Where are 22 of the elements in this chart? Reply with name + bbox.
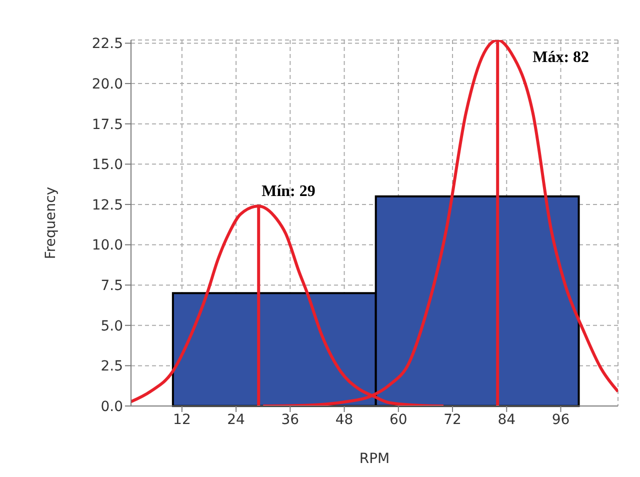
x-axis-title: RPM — [359, 451, 390, 467]
y-tick-label: 10.0 — [92, 238, 123, 254]
x-tick-label: 48 — [335, 412, 354, 428]
y-tick-label: 17.5 — [92, 116, 123, 133]
x-tick-label: 60 — [389, 412, 408, 428]
x-tick-label: 12 — [173, 412, 191, 428]
x-tick-label: 72 — [444, 412, 462, 428]
y-tick-label: 15.0 — [92, 157, 123, 174]
y-tick-label: 20.0 — [92, 76, 123, 93]
y-tick-label: 2.5 — [100, 358, 123, 375]
x-tick-label: 24 — [227, 412, 246, 428]
x-tick-label: 36 — [281, 412, 300, 428]
x-tick-label: 96 — [552, 412, 570, 428]
annotation: Mín: 29 — [262, 183, 316, 200]
y-tick-label: 5.0 — [100, 318, 123, 334]
annotation: Máx: 82 — [532, 49, 590, 66]
y-axis-title: Frequency — [42, 186, 59, 260]
y-tick-label: 22.5 — [92, 36, 123, 52]
y-tick-label: 12.5 — [92, 197, 123, 214]
y-tick-label: 7.5 — [100, 278, 123, 294]
x-tick-label: 84 — [498, 412, 516, 428]
y-tick-label: 0.0 — [100, 398, 123, 415]
